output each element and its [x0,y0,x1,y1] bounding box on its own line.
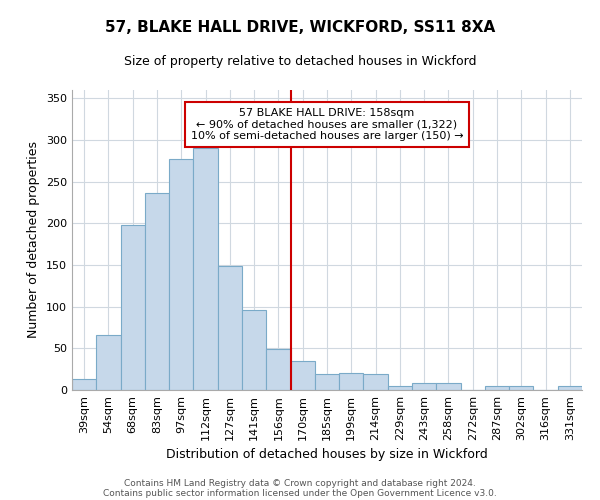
X-axis label: Distribution of detached houses by size in Wickford: Distribution of detached houses by size … [166,448,488,462]
Bar [388,386,412,390]
Bar [218,266,242,390]
Bar [169,159,193,390]
Text: Contains public sector information licensed under the Open Government Licence v3: Contains public sector information licen… [103,488,497,498]
Bar [509,386,533,390]
Bar [193,148,218,390]
Bar [96,335,121,390]
Bar [290,361,315,390]
Text: Size of property relative to detached houses in Wickford: Size of property relative to detached ho… [124,55,476,68]
Bar [485,386,509,390]
Text: 57 BLAKE HALL DRIVE: 158sqm
← 90% of detached houses are smaller (1,322)
10% of : 57 BLAKE HALL DRIVE: 158sqm ← 90% of det… [191,108,463,141]
Bar [72,379,96,390]
Bar [266,349,290,390]
Bar [315,374,339,390]
Bar [121,225,145,390]
Text: Contains HM Land Registry data © Crown copyright and database right 2024.: Contains HM Land Registry data © Crown c… [124,478,476,488]
Y-axis label: Number of detached properties: Number of detached properties [28,142,40,338]
Bar [436,384,461,390]
Bar [242,310,266,390]
Bar [145,192,169,390]
Text: 57, BLAKE HALL DRIVE, WICKFORD, SS11 8XA: 57, BLAKE HALL DRIVE, WICKFORD, SS11 8XA [105,20,495,35]
Bar [412,384,436,390]
Bar [558,386,582,390]
Bar [339,374,364,390]
Bar [364,374,388,390]
